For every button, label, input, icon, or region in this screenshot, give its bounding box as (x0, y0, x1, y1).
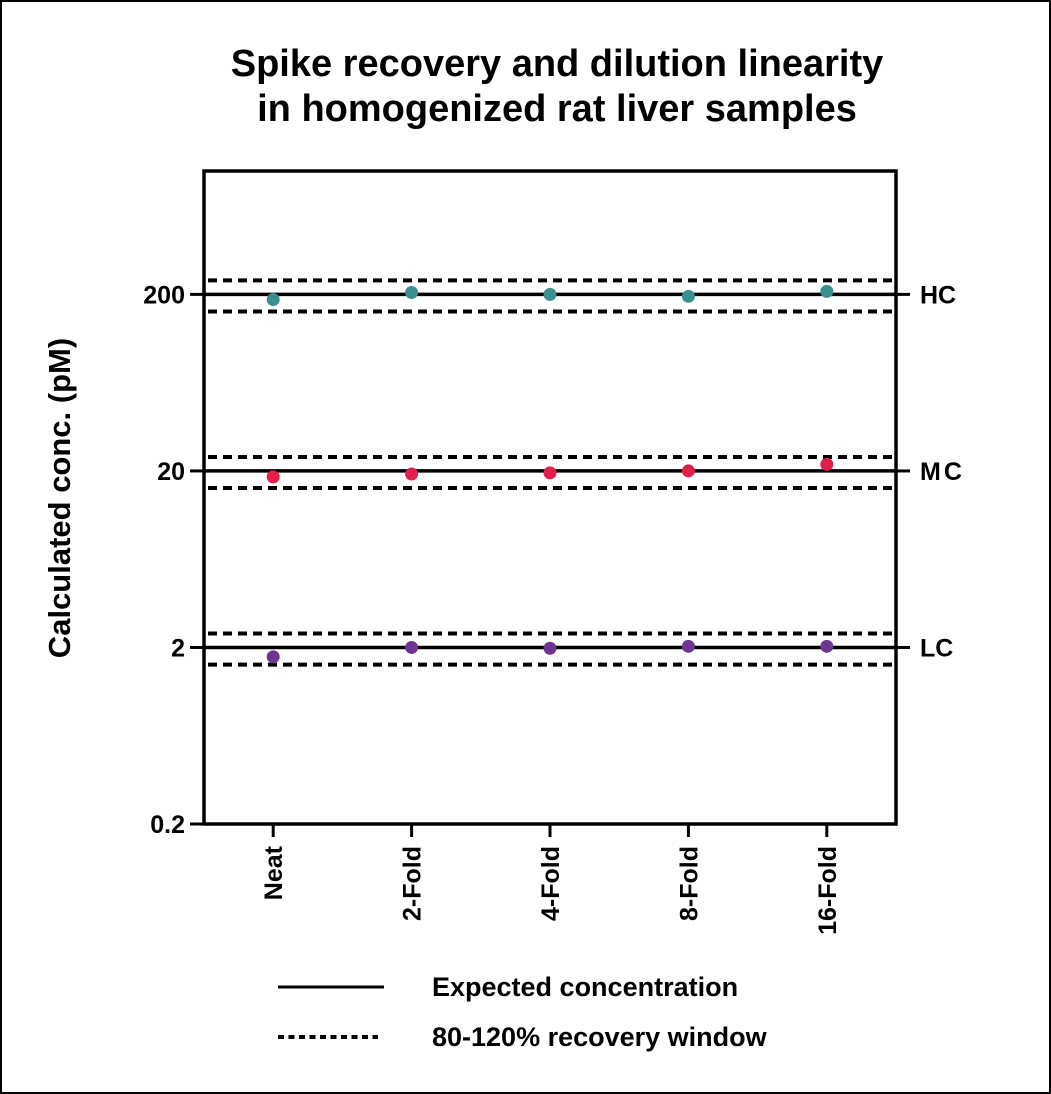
data-point-lc (405, 640, 419, 654)
x-tick-label: 2-Fold (399, 846, 427, 921)
x-tick-label: 16-Fold (814, 846, 842, 935)
y-tick-label: 20 (157, 458, 185, 486)
data-point-lc (681, 639, 695, 653)
data-point-mc (820, 457, 834, 471)
data-point-lc (543, 641, 557, 655)
series-label-lc: LC (920, 634, 953, 662)
legend-label-window: 80-120% recovery window (432, 1022, 768, 1052)
data-point-lc (820, 639, 834, 653)
series-label-hc: HC (920, 281, 956, 309)
y-tick-label: 0.2 (150, 811, 185, 839)
data-point-lc (266, 650, 280, 664)
data-point-hc (405, 285, 419, 299)
x-tick-label: 4-Fold (537, 846, 565, 921)
data-point-mc (266, 470, 280, 484)
chart-title-line-2: in homogenized rat liver samples (257, 88, 857, 130)
legend-label-expected: Expected concentration (432, 972, 738, 1002)
legend: Expected concentration 80-120% recovery … (278, 972, 768, 1052)
y-tick-label: 2 (171, 634, 185, 662)
series-label-mc: MC (920, 458, 965, 486)
chart-title-line-1: Spike recovery and dilution linearity (231, 43, 884, 85)
y-axis-label: Calculated conc. (pM) (42, 338, 77, 658)
data-point-hc (543, 287, 557, 301)
data-point-hc (266, 293, 280, 307)
data-point-mc (543, 466, 557, 480)
data-point-hc (681, 289, 695, 303)
data-point-mc (405, 467, 419, 481)
x-tick-label: 8-Fold (675, 846, 703, 921)
y-tick-label: 200 (143, 281, 185, 309)
x-tick-label: Neat (260, 845, 288, 900)
data-point-hc (820, 284, 834, 298)
data-point-mc (681, 464, 695, 478)
plot-frame (202, 169, 898, 826)
